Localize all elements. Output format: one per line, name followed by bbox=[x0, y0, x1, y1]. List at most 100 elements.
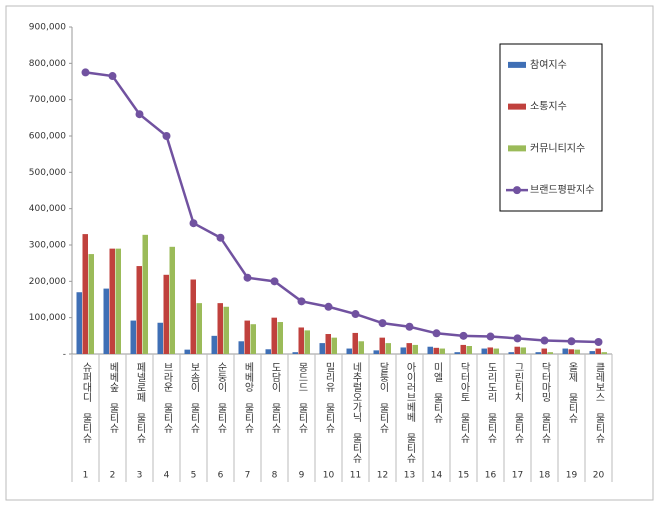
rank-label: 7 bbox=[245, 471, 251, 481]
bar bbox=[439, 348, 445, 354]
rank-label: 8 bbox=[272, 471, 278, 481]
category-label: 올제 물티슈 bbox=[566, 362, 578, 424]
category-label: 몽드드 물티슈 bbox=[296, 362, 308, 434]
bar bbox=[514, 346, 520, 354]
bar bbox=[493, 348, 499, 354]
bar bbox=[460, 344, 466, 354]
bar bbox=[109, 248, 115, 354]
bar bbox=[115, 248, 121, 354]
line-marker bbox=[432, 329, 441, 338]
bar bbox=[412, 344, 418, 354]
line-marker bbox=[513, 334, 522, 343]
rank-label: 15 bbox=[458, 471, 469, 481]
category-label: 베베앙 물티슈 bbox=[242, 362, 254, 434]
bar bbox=[163, 274, 169, 354]
y-tick-label: 200,000 bbox=[29, 277, 66, 287]
bar bbox=[508, 352, 514, 354]
legend-label: 커뮤니티지수 bbox=[530, 142, 585, 154]
rank-label: 4 bbox=[164, 471, 170, 481]
bar bbox=[373, 350, 379, 354]
bar bbox=[136, 266, 142, 354]
category-label: 페넬로페 물티슈 bbox=[134, 362, 146, 444]
line-marker bbox=[216, 233, 225, 242]
category-label: 닥터마밍 물티슈 bbox=[539, 362, 551, 444]
rank-label: 10 bbox=[323, 471, 335, 481]
bar bbox=[223, 306, 229, 354]
line-marker bbox=[297, 297, 306, 306]
bar bbox=[520, 347, 526, 354]
y-tick-label: 300,000 bbox=[29, 241, 66, 251]
category-label: 순둥이 물티슈 bbox=[215, 362, 227, 434]
bar bbox=[466, 346, 472, 354]
category-label: 베베숲 물티슈 bbox=[107, 362, 119, 434]
rank-label: 11 bbox=[350, 471, 361, 481]
bar bbox=[319, 343, 325, 354]
rank-label: 5 bbox=[191, 471, 197, 481]
bar bbox=[211, 335, 217, 354]
line-marker bbox=[243, 273, 252, 282]
bar bbox=[196, 303, 202, 354]
line-marker bbox=[567, 337, 576, 346]
category-label: 브라운 물티슈 bbox=[161, 362, 173, 434]
bar bbox=[217, 303, 223, 354]
bar bbox=[142, 234, 148, 354]
rank-label: 3 bbox=[137, 471, 143, 481]
line-marker bbox=[486, 332, 495, 341]
category-label: 아이러브베베 물티슈 bbox=[404, 362, 416, 464]
category-label: 보솜이 물티슈 bbox=[188, 362, 200, 434]
bar bbox=[379, 337, 385, 354]
bar bbox=[304, 330, 310, 354]
category-label: 네추럴오가닉 물티슈 bbox=[350, 362, 362, 464]
rank-label: 14 bbox=[431, 471, 443, 481]
line bbox=[85, 71, 599, 344]
bar bbox=[574, 349, 580, 354]
bar bbox=[265, 349, 271, 354]
rank-label: 18 bbox=[539, 471, 551, 481]
bar bbox=[277, 322, 283, 354]
line-marker bbox=[81, 68, 90, 77]
bar bbox=[547, 352, 553, 354]
bar bbox=[427, 346, 433, 354]
bar bbox=[433, 347, 439, 354]
line-marker bbox=[459, 331, 468, 340]
bar bbox=[595, 348, 601, 354]
line-marker bbox=[594, 338, 603, 347]
bar bbox=[601, 352, 607, 354]
bar bbox=[103, 288, 109, 354]
category-label: 도리도리 물티슈 bbox=[485, 362, 497, 444]
bar bbox=[346, 348, 352, 354]
rank-label: 12 bbox=[377, 471, 388, 481]
y-tick-label: 600,000 bbox=[29, 132, 66, 142]
bar bbox=[568, 349, 574, 354]
line-marker bbox=[135, 110, 144, 119]
category-label: 도담이 물티슈 bbox=[269, 362, 281, 434]
bar bbox=[169, 246, 175, 354]
legend-swatch bbox=[508, 145, 526, 152]
bar bbox=[400, 347, 406, 354]
category-label: 그린티치 물티슈 bbox=[512, 362, 524, 444]
y-tick-label: 100,000 bbox=[29, 313, 66, 323]
bar bbox=[589, 351, 595, 354]
y-tick-label: 800,000 bbox=[29, 59, 66, 69]
rank-label: 20 bbox=[593, 471, 605, 481]
bar bbox=[184, 349, 190, 354]
category-label: 슈퍼대디 물티슈 bbox=[80, 362, 92, 444]
bar bbox=[454, 352, 460, 354]
category-label: 클레보스 물티슈 bbox=[593, 362, 605, 444]
bar bbox=[238, 341, 244, 354]
line-marker bbox=[378, 319, 387, 328]
bar bbox=[541, 348, 547, 354]
bar bbox=[385, 343, 391, 354]
legend-swatch bbox=[508, 103, 526, 110]
y-tick-label: 400,000 bbox=[29, 204, 66, 214]
rank-label: 16 bbox=[485, 471, 497, 481]
legend-label: 소통지수 bbox=[530, 101, 567, 113]
bar bbox=[562, 348, 568, 354]
bar bbox=[250, 324, 256, 354]
line-marker bbox=[324, 302, 333, 311]
bar bbox=[298, 327, 304, 354]
bar bbox=[331, 337, 337, 354]
y-tick-label: 700,000 bbox=[29, 95, 66, 105]
